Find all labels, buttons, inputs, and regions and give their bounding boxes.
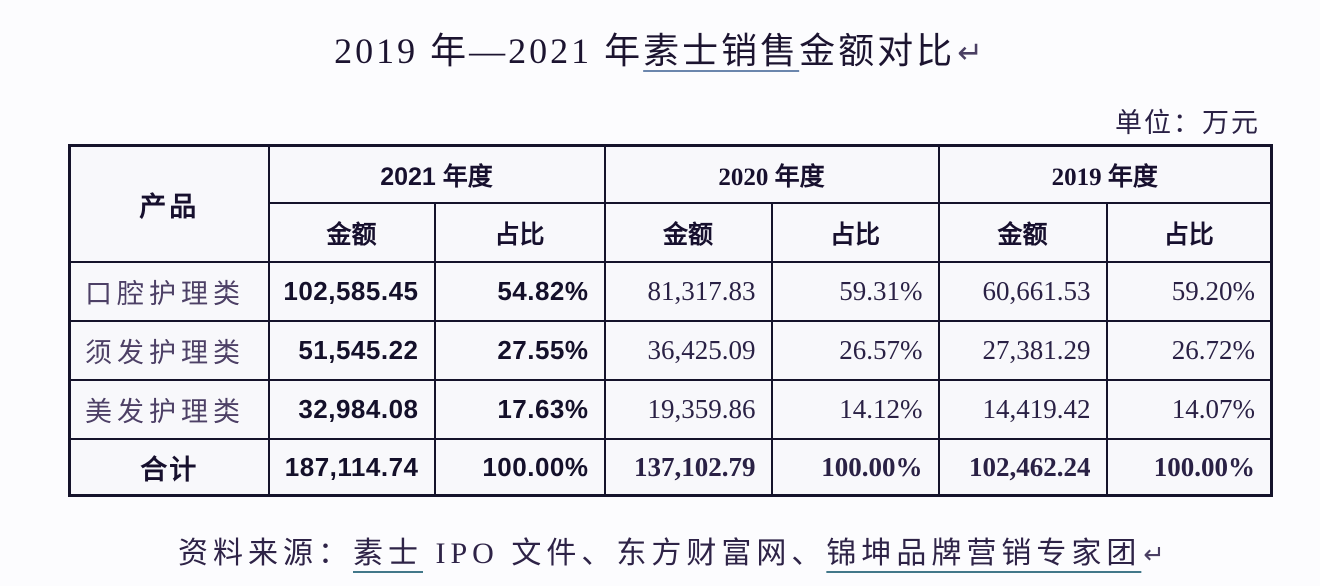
share-header-2021: 占比 <box>433 202 606 263</box>
table-row-total: 合计 187,114.74 100.00% 137,102.79 100.00%… <box>68 438 1273 497</box>
amount-2019: 60,661.53 <box>937 261 1108 322</box>
share-2019: 59.20% <box>1105 261 1273 322</box>
total-label: 合计 <box>68 438 270 497</box>
title-underlined-text: 素士销售 <box>643 31 800 71</box>
total-share-2021: 100.00% <box>433 438 606 497</box>
product-label: 美发护理类 <box>68 379 270 440</box>
amount-2021: 32,984.08 <box>267 379 436 440</box>
source-note: 资料来源：素士 IPO 文件、东方财富网、锦坤品牌营销专家团↵ <box>178 528 1170 572</box>
paragraph-mark-icon: ↵ <box>957 36 986 71</box>
unit-label: 单位：万元 <box>1115 108 1260 138</box>
source-name-jinkun: 锦坤品牌营销专家团 <box>826 537 1142 570</box>
source-note-separator: 、 <box>791 537 827 570</box>
source-note-middle: IPO 文件、 <box>423 537 617 570</box>
share-2020: 59.31% <box>770 261 940 322</box>
sales-comparison-table: 产品 2021 年度 2020 年度 2019 年度 金额 占比 金额 占比 金… <box>68 144 1274 497</box>
total-share-2019: 100.00% <box>1105 438 1273 497</box>
total-amount-2020: 137,102.79 <box>603 438 773 497</box>
amount-2021: 102,585.45 <box>267 261 436 322</box>
source-note-prefix: 资料来源： <box>178 537 353 570</box>
table-row-oral-care: 口腔护理类 102,585.45 54.82% 81,317.83 59.31%… <box>68 261 1273 322</box>
paragraph-mark-icon: ↵ <box>1143 540 1170 570</box>
source-name-soocas: 素士 <box>353 537 423 570</box>
amount-2020: 19,359.86 <box>603 379 773 440</box>
total-amount-2019: 102,462.24 <box>937 438 1108 497</box>
amount-2020: 36,425.09 <box>603 320 773 381</box>
year-group-header-2021: 2021 年度 <box>267 144 606 204</box>
share-2021: 27.55% <box>433 320 606 381</box>
share-2020: 26.57% <box>770 320 940 381</box>
share-header-2019: 占比 <box>1105 202 1273 263</box>
product-label: 须发护理类 <box>68 320 270 381</box>
table-row-shaving-hair: 须发护理类 51,545.22 27.55% 36,425.09 26.57% … <box>68 320 1273 381</box>
share-header-2020: 占比 <box>770 202 940 263</box>
amount-header-2021: 金额 <box>267 202 436 263</box>
product-label: 口腔护理类 <box>68 261 270 322</box>
page-title: 2019 年—2021 年素士销售金额对比↵ <box>0 22 1320 74</box>
share-2020: 14.12% <box>770 379 940 440</box>
year-group-header-2020: 2020 年度 <box>603 144 940 204</box>
total-amount-2021: 187,114.74 <box>267 438 436 497</box>
title-prefix: 2019 年—2021 年 <box>334 31 644 71</box>
share-2019: 26.72% <box>1105 320 1273 381</box>
title-suffix: 金额对比 <box>799 31 956 71</box>
total-share-2020: 100.00% <box>770 438 940 497</box>
amount-header-2020: 金额 <box>603 202 773 263</box>
amount-2019: 14,419.42 <box>937 379 1108 440</box>
product-column-header: 产品 <box>68 144 270 263</box>
amount-2019: 27,381.29 <box>937 320 1108 381</box>
table-row-hair-care: 美发护理类 32,984.08 17.63% 19,359.86 14.12% … <box>68 379 1273 440</box>
source-name-eastmoney: 东方财富网 <box>616 537 792 570</box>
share-2021: 54.82% <box>433 261 606 322</box>
share-2019: 14.07% <box>1105 379 1273 440</box>
amount-header-2019: 金额 <box>937 202 1108 263</box>
amount-2021: 51,545.22 <box>267 320 436 381</box>
amount-2020: 81,317.83 <box>603 261 773 322</box>
year-group-header-2019: 2019 年度 <box>937 144 1273 204</box>
share-2021: 17.63% <box>433 379 606 440</box>
